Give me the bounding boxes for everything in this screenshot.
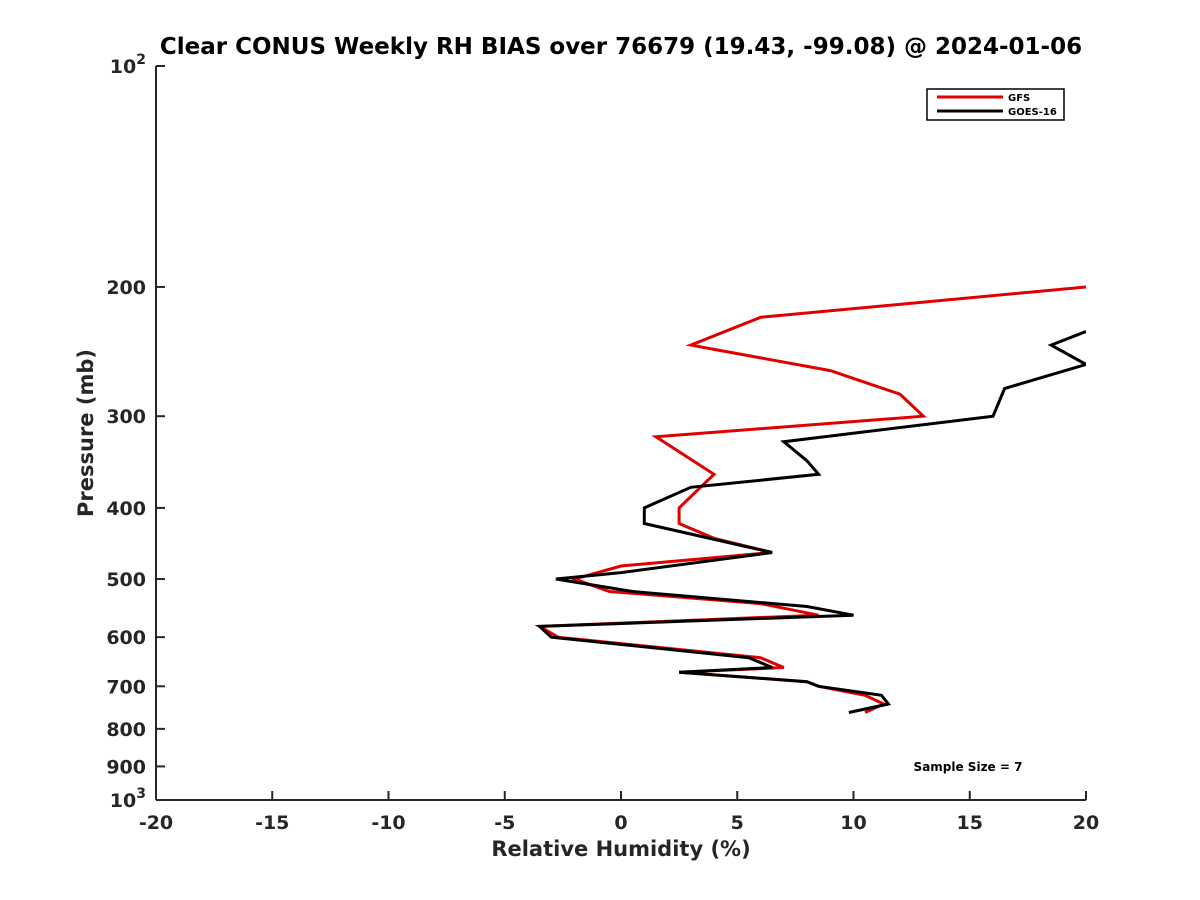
axes-layer: -20 -15 -10 -5 0 5 10 15 20 102 200 300 400 500 600 700… <box>106 52 1099 834</box>
series-line-goes16 <box>535 330 1086 714</box>
y-tick-label: 500 <box>106 569 146 591</box>
series-layer <box>534 285 1086 714</box>
y-tick-label: 700 <box>106 676 146 698</box>
chart-title: Clear CONUS Weekly RH BIAS over 76679 (1… <box>160 34 1082 60</box>
y-tick-label: 600 <box>106 627 146 649</box>
x-tick-label: -20 <box>139 812 173 834</box>
legend-box <box>926 88 1065 121</box>
y-tick-label: 900 <box>106 756 146 778</box>
y-tick-label: 400 <box>106 498 146 520</box>
y-tick-label: 300 <box>106 406 146 428</box>
sample-size-annotation: Sample Size = 7 <box>914 760 1023 774</box>
legend: GFS GOES-16 <box>926 88 1065 121</box>
y-axis-label: Pressure (mb) <box>74 349 98 517</box>
legend-label-goes16: GOES-16 <box>1008 107 1057 118</box>
x-tick-label: 5 <box>731 812 744 834</box>
y-tick-label: 800 <box>106 719 146 741</box>
x-tick-label: 20 <box>1073 812 1099 834</box>
legend-label-gfs: GFS <box>1008 93 1030 104</box>
x-tick-label: -15 <box>255 812 289 834</box>
x-tick-label: 10 <box>840 812 866 834</box>
x-tick-label: -10 <box>371 812 405 834</box>
x-tick-label: 15 <box>957 812 983 834</box>
x-tick-label: -5 <box>494 812 515 834</box>
y-tick-label: 102 <box>110 52 146 78</box>
y-tick-label: 200 <box>106 277 146 299</box>
x-tick-label: 0 <box>614 812 627 834</box>
y-tick-label: 103 <box>110 786 146 812</box>
x-axis-label: Relative Humidity (%) <box>491 837 750 861</box>
